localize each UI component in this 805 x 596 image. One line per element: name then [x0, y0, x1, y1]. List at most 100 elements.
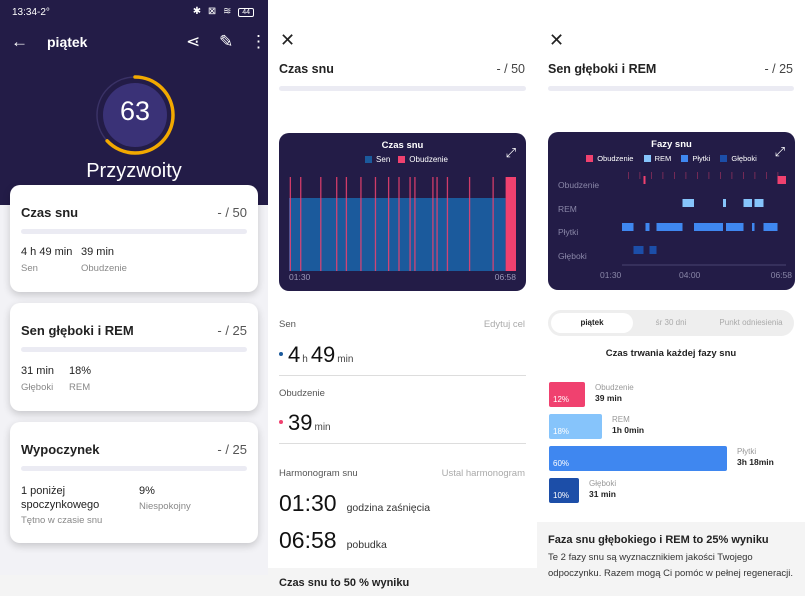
status-icons: ✱ ⊠ ≋ 44 [193, 6, 254, 17]
awake-mark [468, 177, 471, 271]
awake-mark [374, 177, 377, 271]
info-box: Faza snu głębokiego i REM to 25% wyniku … [537, 522, 805, 596]
edit-goal-link[interactable]: Edytuj cel [483, 319, 525, 330]
section-title: Sen głęboki i REM [548, 62, 657, 76]
stat-value: 18% [69, 365, 92, 377]
awake-mark [492, 177, 494, 271]
battery-icon: 44 [238, 8, 254, 17]
chart-title: Czas snu [381, 140, 424, 151]
awake-mark [360, 177, 362, 271]
chart-plot [289, 177, 516, 271]
phase-segment [656, 223, 683, 231]
legend-swatch [643, 155, 651, 162]
set-schedule-link[interactable]: Ustal harmonogram [441, 468, 525, 479]
expand-icon[interactable]: ⤢ [774, 144, 785, 159]
edit-pencil-icon[interactable]: ✎ [219, 32, 234, 51]
progress-bar [21, 466, 247, 471]
stat-value: 4 h 49 min [21, 246, 73, 258]
close-icon[interactable]: ✕ [280, 30, 296, 50]
awake-label: Obudzenie [279, 388, 325, 399]
bedtime: 01:30 godzina zaśnięcia [279, 490, 430, 517]
phase-segment [643, 176, 646, 184]
y-axis-labels: Obudzenie REM Płytki Głęboki [558, 174, 599, 268]
sleep-label: Sen [279, 319, 296, 330]
awake-mark [387, 177, 390, 271]
progress-bar [21, 347, 247, 352]
more-vert-icon[interactable]: ⋮ [250, 32, 267, 51]
legend-label: Płytki [692, 154, 711, 163]
awake-mark [446, 177, 449, 271]
progress-bar [21, 229, 247, 234]
sleep-dot [279, 352, 283, 356]
status-bar: 13:34-2° [12, 7, 50, 18]
phase-bar: 60% [549, 446, 727, 471]
share-icon[interactable]: ⋖ [186, 32, 201, 51]
phase-segment [754, 199, 764, 207]
close-icon[interactable]: ✕ [549, 30, 565, 50]
awake-tick [651, 172, 652, 179]
phase-segment [645, 223, 650, 231]
phase-bar: 18% [549, 414, 602, 439]
stat-label: REM [69, 382, 91, 393]
awake-tick [743, 172, 744, 179]
card-score: - / 50 [217, 205, 247, 220]
progress-bar [279, 86, 526, 91]
info-box: Czas snu to 50 % wyniku [268, 568, 537, 596]
progress-bar [548, 86, 794, 91]
awake-tick [662, 172, 664, 179]
x-tick-label: 06:58 [494, 272, 516, 282]
awake-block [505, 177, 516, 271]
chart-legend: Sen Obudzenie [279, 155, 526, 164]
phase-segment [633, 246, 644, 254]
unit: h [302, 354, 308, 365]
awake-tick [628, 172, 629, 179]
phase-segment [694, 223, 723, 231]
card-title: Sen głęboki i REM [21, 323, 134, 338]
awake-mark [289, 177, 291, 271]
phase-time: 31 min [589, 489, 616, 499]
card-deep-rem[interactable]: Sen głęboki i REM - / 25 31 min Głęboki … [10, 303, 258, 411]
tab-reference[interactable]: Punkt odniesienia [719, 318, 783, 327]
deep-rem-screen: ✕ Sen głęboki i REM - / 25 Fazy snu Obud… [537, 0, 805, 596]
stat-label: Sen [21, 263, 38, 274]
phase-segment [777, 176, 786, 184]
phase-bar: 12% [549, 382, 585, 407]
legend-swatch [586, 155, 594, 162]
awake-mark [432, 177, 434, 271]
score-verdict: Przyzwoity [86, 160, 182, 182]
chart-legend: Obudzenie REM Płytki Głęboki [548, 154, 795, 163]
x-tick-label: 04:00 [679, 270, 701, 280]
card-rest[interactable]: Wypoczynek - / 25 1 poniżej spoczynkoweg… [10, 422, 258, 543]
sleep-time-chart: Czas snu Sen Obudzenie ⤢ 01:30 06:58 [279, 133, 526, 291]
awake-tick [731, 172, 733, 179]
card-title: Wypoczynek [21, 442, 100, 457]
sleep-phases-chart: Fazy snu Obudzenie REM Płytki Głęboki ⤢ … [548, 132, 795, 290]
phase-name: Obudzenie [595, 383, 634, 392]
bedtime-value: 01:30 [279, 490, 337, 516]
phase-name: Głęboki [589, 479, 617, 488]
back-arrow-icon[interactable]: ← [11, 32, 28, 51]
card-sleep-time[interactable]: Czas snu - / 50 4 h 49 min Sen 39 min Ob… [10, 185, 258, 292]
tab-30-day-avg[interactable]: śr 30 dni [655, 318, 687, 327]
awake-dot [279, 420, 283, 424]
wake-time: 06:58 pobudka [279, 527, 387, 554]
tab-friday[interactable]: piątek [551, 313, 633, 333]
footer-area [0, 575, 268, 596]
page-title: piątek [47, 34, 88, 50]
phase-segment [682, 199, 694, 207]
awake-mark [320, 177, 322, 271]
phase-time: 3h 18min [737, 457, 774, 467]
sleep-score: 63 [119, 96, 151, 126]
card-score: - / 25 [217, 323, 247, 338]
awake-mark [436, 177, 438, 271]
phase-pct: 12% [553, 395, 570, 404]
expand-icon[interactable]: ⤢ [505, 145, 516, 160]
stat-value: 39 min [81, 246, 115, 258]
wake-value: 06:58 [279, 527, 337, 553]
y-tick-label: Płytki [558, 227, 579, 237]
stat-label: Głęboki [21, 382, 54, 393]
awake-tick [639, 172, 641, 179]
phase-name: REM [612, 415, 630, 424]
phase-segment [723, 199, 726, 207]
section-score: - / 25 [764, 62, 794, 76]
